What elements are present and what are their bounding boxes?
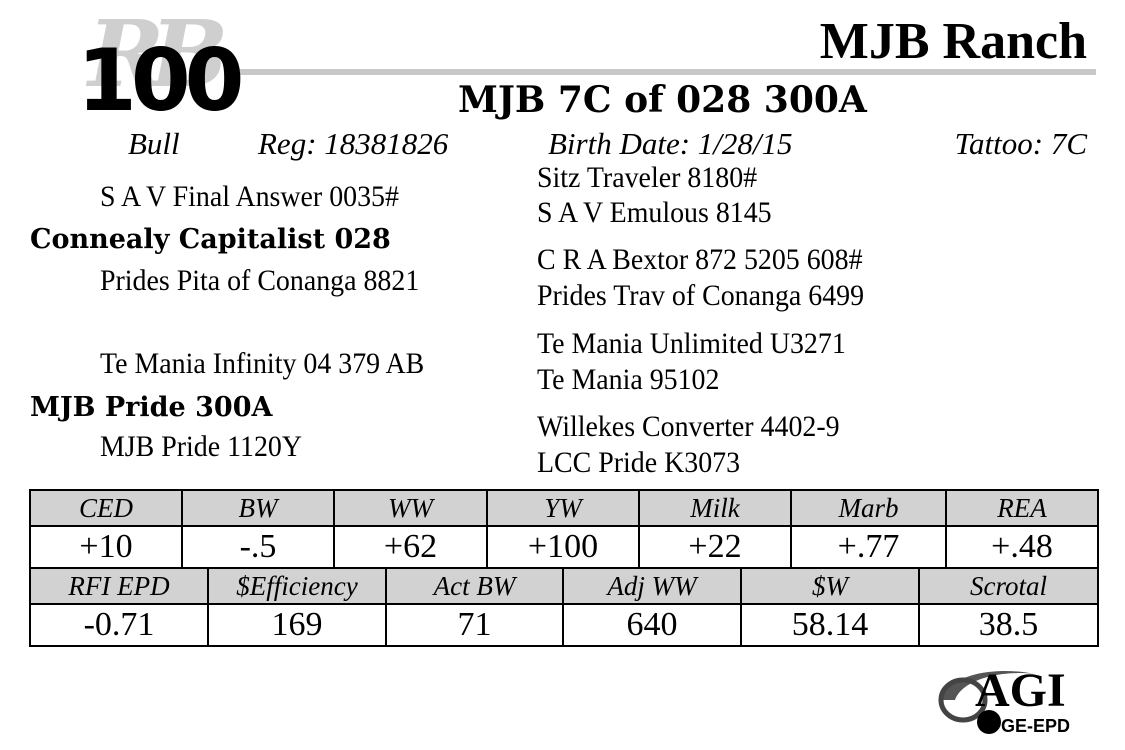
epd-header-w-index: $W (740, 567, 920, 605)
sex-label: Bull (128, 126, 180, 161)
dam-dam: MJB Pride 1120Y (100, 430, 303, 463)
epd-header-row-2: RFI EPD $Efficiency Act BW Adj WW $W Scr… (29, 567, 1099, 605)
ggp-8: LCC Pride K3073 (537, 446, 741, 479)
epd-value-milk: +22 (638, 525, 792, 569)
epd-value-ced: +10 (29, 525, 183, 569)
sire-dam: Prides Pita of Conanga 8821 (100, 264, 420, 297)
epd-table-1: CED BW WW YW Milk Marb REA +10 -.5 +62 +… (29, 489, 1099, 569)
epd-header-milk: Milk (638, 489, 792, 527)
epd-table-2: RFI EPD $Efficiency Act BW Adj WW $W Scr… (29, 567, 1099, 647)
epd-value-w-index: 58.14 (740, 603, 920, 647)
registration-number: Reg: 18381826 (258, 126, 449, 161)
epd-value-marb: +.77 (790, 525, 947, 569)
epd-value-rfi: -0.71 (29, 603, 209, 647)
birth-date: Birth Date: 1/28/15 (548, 126, 793, 161)
epd-header-bw: BW (181, 489, 335, 527)
ggp-2: S A V Emulous 8145 (537, 196, 772, 229)
epd-value-row: +10 -.5 +62 +100 +22 +.77 +.48 (29, 525, 1099, 569)
epd-value-yw: +100 (486, 525, 640, 569)
lot-number: 100 (77, 31, 245, 131)
epd-header-rea: REA (945, 489, 1099, 527)
epd-header-adj-ww: Adj WW (562, 567, 742, 605)
epd-header-row: CED BW WW YW Milk Marb REA (29, 489, 1099, 527)
epd-value-act-bw: 71 (385, 603, 564, 647)
agi-logo: AGI GE-EPD (938, 664, 1070, 736)
epd-header-efficiency: $Efficiency (207, 567, 387, 605)
rb-watermark: RB (88, 0, 228, 108)
epd-header-ced: CED (29, 489, 183, 527)
epd-value-ww: +62 (333, 525, 488, 569)
epd-header-rfi: RFI EPD (29, 567, 209, 605)
epd-header-scrotal: Scrotal (918, 567, 1099, 605)
agi-logo-subtext: GE-EPD (1001, 716, 1070, 736)
sire-sire: S A V Final Answer 0035# (100, 180, 399, 213)
animal-name: MJB 7C of 028 300A (458, 79, 867, 121)
epd-header-ww: WW (333, 489, 488, 527)
epd-value-bw: -.5 (181, 525, 335, 569)
tattoo: Tattoo: 7C (954, 126, 1087, 161)
ggp-1: Sitz Traveler 8180# (537, 161, 758, 194)
ggp-5: Te Mania Unlimited U3271 (537, 327, 846, 360)
ggp-3: C R A Bextor 872 5205 608# (537, 243, 863, 276)
epd-value-rea: +.48 (945, 525, 1099, 569)
epd-header-marb: Marb (790, 489, 947, 527)
epd-header-act-bw: Act BW (385, 567, 564, 605)
epd-value-scrotal: 38.5 (918, 603, 1099, 647)
dam-sire: Te Mania Infinity 04 379 AB (100, 347, 425, 380)
dam: MJB Pride 300A (30, 392, 273, 423)
ggp-7: Willekes Converter 4402-9 (537, 410, 840, 443)
epd-value-adj-ww: 640 (562, 603, 742, 647)
sire: Connealy Capitalist 028 (30, 224, 391, 255)
ggp-6: Te Mania 95102 (537, 363, 720, 396)
agi-logo-text: AGI (975, 664, 1066, 717)
ranch-name: MJB Ranch (819, 13, 1087, 70)
epd-header-yw: YW (486, 489, 640, 527)
header-divider (240, 69, 1096, 75)
epd-value-efficiency: 169 (207, 603, 387, 647)
ggp-4: Prides Trav of Conanga 6499 (537, 279, 865, 312)
epd-value-row-2: -0.71 169 71 640 58.14 38.5 (29, 603, 1099, 647)
